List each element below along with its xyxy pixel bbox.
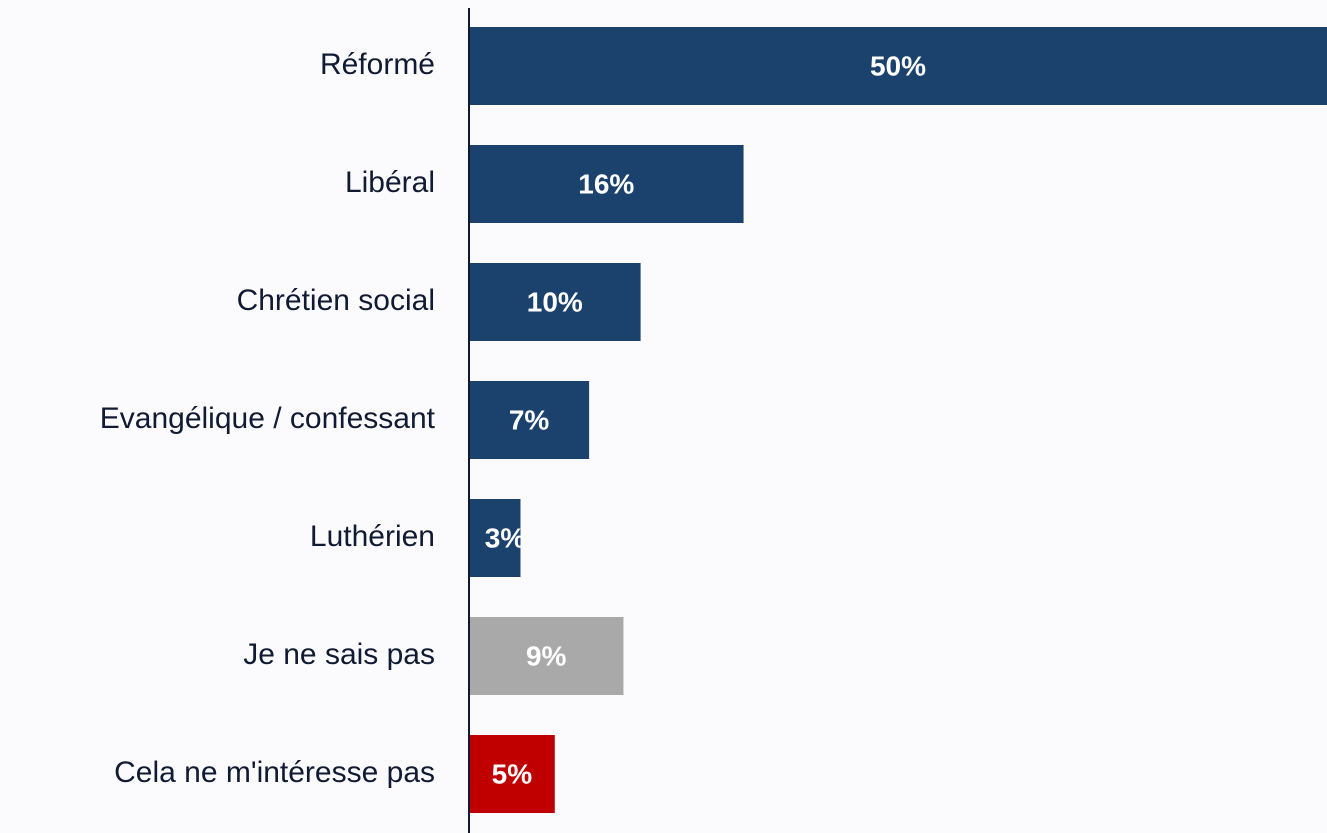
category-label: Réformé [320,48,435,81]
value-label: 5% [492,758,533,789]
value-label: 50% [870,50,926,81]
category-label: Evangélique / confessant [100,402,436,435]
bar [469,617,624,695]
category-label: Chrétien social [237,284,435,317]
category-label: Je ne sais pas [243,638,435,671]
category-label: Luthérien [310,520,435,553]
bar [469,27,1327,105]
bar [469,381,590,459]
value-label: 9% [526,640,567,671]
bar [469,145,744,223]
bar [469,499,521,577]
value-label: 16% [578,168,634,199]
value-label: 3% [485,522,526,553]
bar [469,735,555,813]
category-label: Libéral [345,166,435,199]
category-label: Cela ne m'intéresse pas [114,756,435,789]
value-label: 7% [509,404,550,435]
value-label: 10% [527,286,583,317]
bar [469,263,641,341]
